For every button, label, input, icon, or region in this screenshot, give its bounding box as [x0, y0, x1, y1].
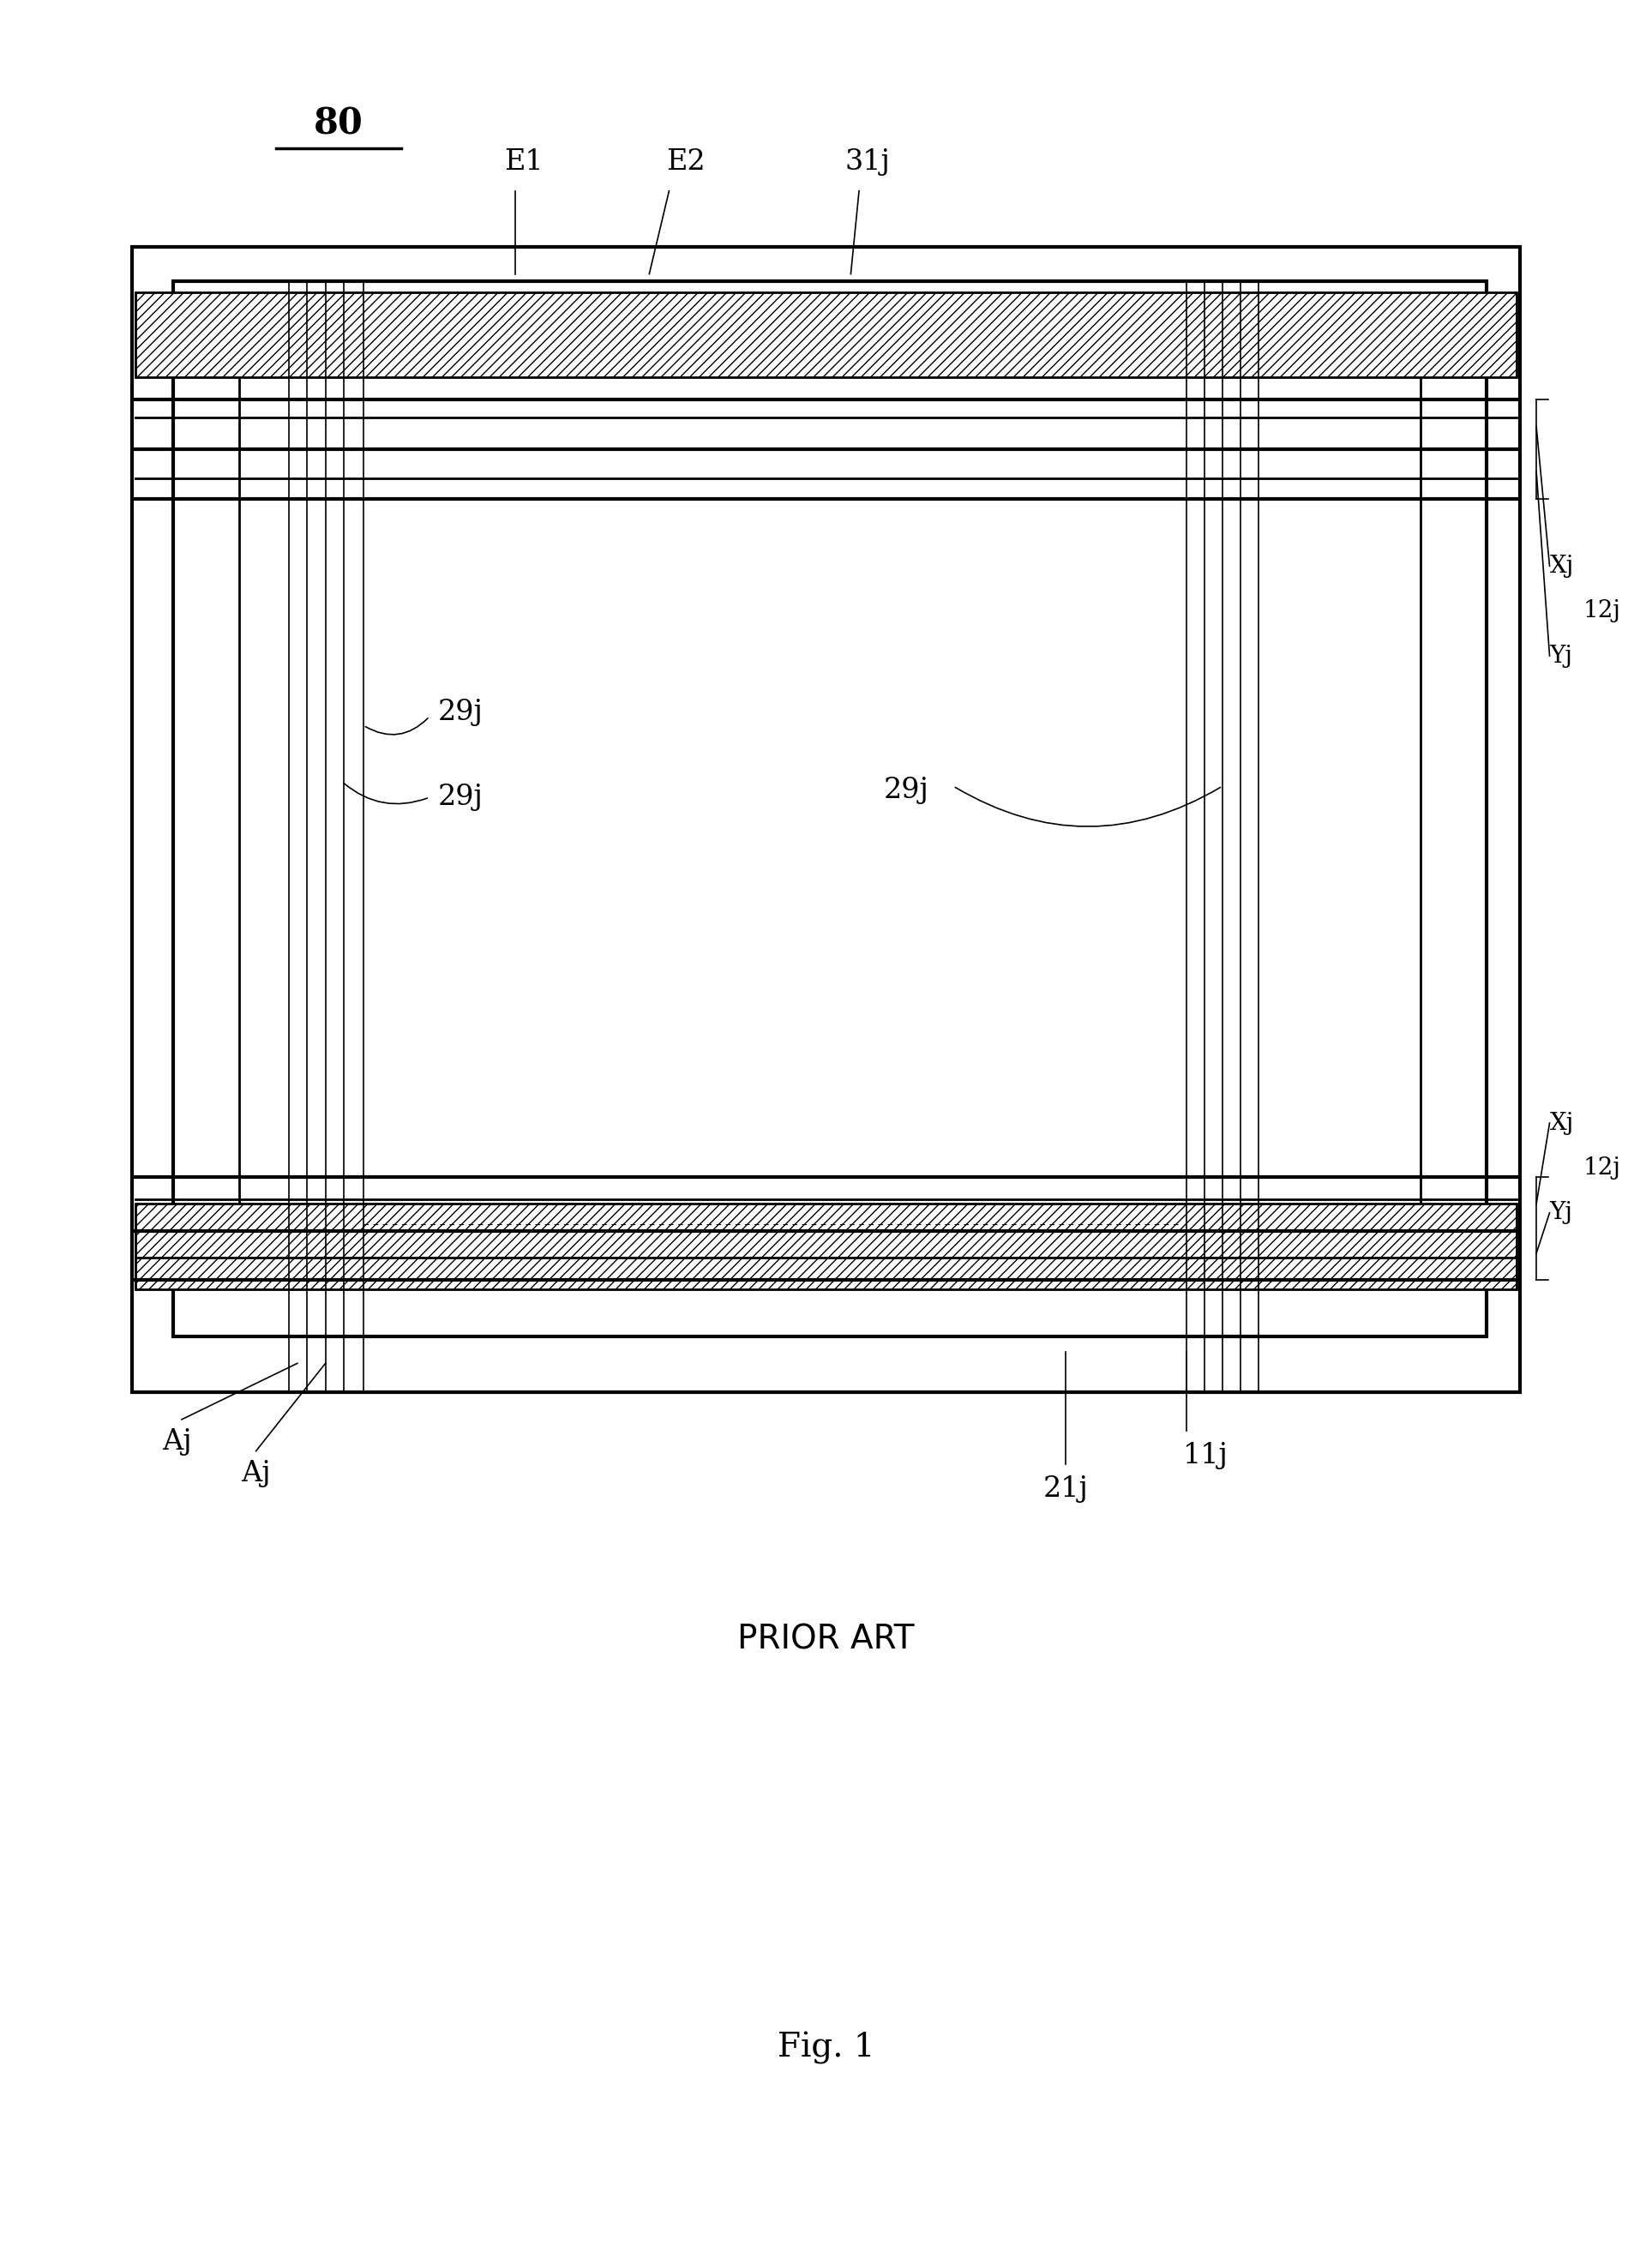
Text: E2: E2 — [666, 148, 705, 175]
Text: 29j: 29j — [884, 777, 928, 804]
Text: Yj: Yj — [1550, 645, 1573, 667]
Text: Xj: Xj — [1550, 1112, 1574, 1134]
Text: Fig. 1: Fig. 1 — [778, 2033, 874, 2064]
Text: Xj: Xj — [1550, 555, 1574, 577]
Text: 21j: 21j — [1042, 1476, 1089, 1503]
Text: 29j: 29j — [438, 699, 482, 725]
Bar — [135, 292, 1517, 377]
Bar — [240, 359, 1421, 1269]
Text: 11j: 11j — [1183, 1442, 1229, 1469]
Bar — [135, 1204, 1517, 1289]
Text: Yj: Yj — [1550, 1202, 1573, 1224]
Text: 12j: 12j — [1583, 600, 1621, 622]
Text: 80: 80 — [314, 106, 363, 141]
Text: 12j: 12j — [1583, 1157, 1621, 1179]
Text: 29j: 29j — [438, 784, 482, 811]
Bar — [132, 247, 1520, 1393]
Text: Aj: Aj — [241, 1460, 271, 1487]
Bar — [173, 281, 1487, 1336]
Text: 31j: 31j — [844, 148, 890, 175]
Text: PRIOR ART: PRIOR ART — [737, 1624, 915, 1655]
Text: E1: E1 — [504, 148, 544, 175]
Text: Aj: Aj — [162, 1428, 192, 1455]
